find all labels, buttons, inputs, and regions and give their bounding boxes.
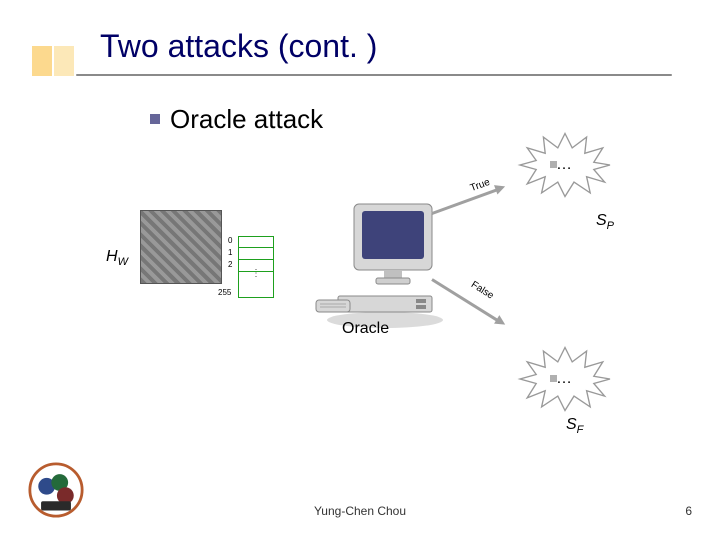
oracle-label: Oracle xyxy=(342,320,389,338)
list-ellipsis: ⋮ xyxy=(238,272,274,286)
value-list: ⋮ 0 1 2 255 xyxy=(238,236,274,298)
sf-label: SF xyxy=(566,416,583,436)
hw-subscript: W xyxy=(118,256,128,268)
footer-author: Yung-Chen Chou xyxy=(0,504,720,518)
slide-subheading: Oracle attack xyxy=(170,104,323,135)
list-number: 1 xyxy=(228,248,232,257)
burst-pass: … xyxy=(520,132,610,198)
list-number: 0 xyxy=(228,236,232,245)
computer-icon xyxy=(310,200,460,330)
hw-label: HW xyxy=(106,248,128,268)
list-cell xyxy=(238,286,274,298)
sp-label: SP xyxy=(596,212,614,232)
sp-base: S xyxy=(596,212,607,229)
sf-base: S xyxy=(566,416,577,433)
grayscale-photo-icon xyxy=(140,210,222,284)
slide-title: Two attacks (cont. ) xyxy=(100,28,377,65)
title-underline xyxy=(76,74,672,76)
false-arrow-label: False xyxy=(469,279,496,301)
list-cell xyxy=(238,248,274,260)
sf-subscript: F xyxy=(577,424,584,436)
burst-ellipsis: … xyxy=(520,346,610,412)
page-number: 6 xyxy=(685,504,692,518)
list-number-last: 255 xyxy=(218,288,231,297)
bullet-icon xyxy=(150,114,160,124)
burst-fail: … xyxy=(520,346,610,412)
title-accent-block-2 xyxy=(54,46,74,76)
title-accent-block-1 xyxy=(32,46,52,76)
hw-base: H xyxy=(106,248,118,265)
list-number: 2 xyxy=(228,260,232,269)
sp-subscript: P xyxy=(607,220,614,232)
list-cell xyxy=(238,236,274,248)
burst-ellipsis: … xyxy=(520,132,610,198)
